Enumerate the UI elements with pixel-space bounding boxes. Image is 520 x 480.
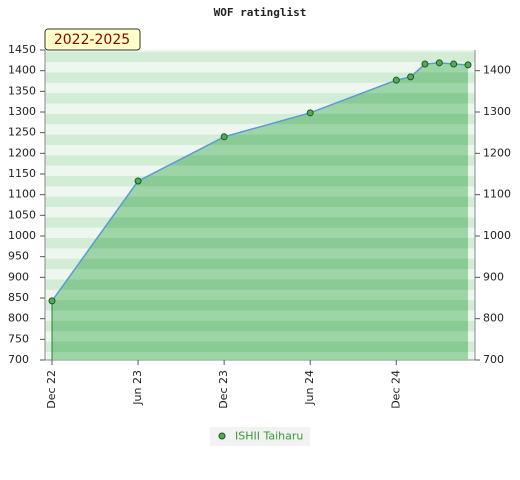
x-tick-label: Dec 24 — [389, 370, 402, 409]
point — [421, 60, 429, 68]
point — [48, 297, 56, 305]
area — [52, 62, 468, 361]
y-tick-label: 1200 — [8, 146, 36, 159]
chart-title: WOF ratinglist — [214, 6, 307, 19]
point — [220, 133, 228, 141]
legend-label: ISHII Taiharu — [235, 430, 303, 443]
badge-box — [44, 28, 141, 51]
y-tick-label: 1000 — [8, 229, 36, 242]
x-tick-label: Dec 23 — [217, 370, 230, 409]
y-tick-label: 1150 — [8, 167, 36, 180]
line — [51, 62, 469, 302]
y-tick-label: 900 — [8, 270, 29, 283]
y2-tick-label: 800 — [483, 312, 504, 325]
y-tick-label: 1400 — [8, 64, 36, 77]
legend-marker — [218, 432, 226, 440]
x-tick-label: Dec 22 — [45, 370, 58, 409]
y-tick-label: 1250 — [8, 126, 36, 139]
badge: 2022-2025 — [54, 32, 130, 48]
point — [435, 59, 443, 67]
point — [392, 76, 400, 84]
y2-tick-label: 1200 — [483, 146, 511, 159]
y-tick-label: 1100 — [8, 188, 36, 201]
y-tick-label: 1450 — [8, 43, 36, 56]
point — [306, 109, 314, 117]
y-tick-label: 750 — [8, 332, 29, 345]
point — [407, 73, 415, 81]
y2-tick-label: 1000 — [483, 229, 511, 242]
x-tick-label: Jun 23 — [131, 370, 144, 406]
legend: ISHII Taiharu — [210, 427, 310, 446]
y-tick-label: 950 — [8, 250, 29, 263]
point — [464, 61, 472, 69]
y2-tick-label: 1300 — [483, 105, 511, 118]
legend-box — [210, 427, 310, 446]
y2-tick-label: 900 — [483, 270, 504, 283]
point — [450, 60, 458, 68]
x-tick-label: Jun 24 — [303, 370, 316, 406]
point — [134, 177, 142, 185]
y2-tick-label: 1400 — [483, 64, 511, 77]
y-tick-label: 800 — [8, 312, 29, 325]
y-tick-label: 1350 — [8, 84, 36, 97]
y-tick-label: 1300 — [8, 105, 36, 118]
y-tick-label: 700 — [8, 353, 29, 366]
y2-tick-label: 700 — [483, 353, 504, 366]
y-tick-label: 850 — [8, 291, 29, 304]
y2-tick-label: 1100 — [483, 188, 511, 201]
y-tick-label: 1050 — [8, 208, 36, 221]
